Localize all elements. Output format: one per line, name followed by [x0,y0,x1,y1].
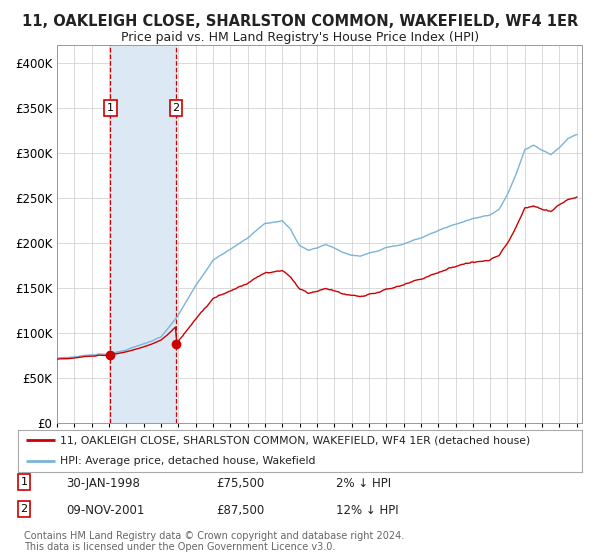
Text: £75,500: £75,500 [216,477,264,490]
Text: 2: 2 [172,103,179,113]
Text: 30-JAN-1998: 30-JAN-1998 [66,477,140,490]
Text: 11, OAKLEIGH CLOSE, SHARLSTON COMMON, WAKEFIELD, WF4 1ER: 11, OAKLEIGH CLOSE, SHARLSTON COMMON, WA… [22,14,578,29]
Text: 2% ↓ HPI: 2% ↓ HPI [336,477,391,490]
Text: 2: 2 [20,504,28,514]
Text: 1: 1 [20,477,28,487]
Text: 11, OAKLEIGH CLOSE, SHARLSTON COMMON, WAKEFIELD, WF4 1ER (detached house): 11, OAKLEIGH CLOSE, SHARLSTON COMMON, WA… [60,436,530,445]
Text: £87,500: £87,500 [216,504,264,517]
Text: 1: 1 [107,103,114,113]
Bar [110,45,176,423]
Text: Contains HM Land Registry data © Crown copyright and database right 2024.
This d: Contains HM Land Registry data © Crown c… [24,531,404,553]
Text: 12% ↓ HPI: 12% ↓ HPI [336,504,398,517]
Text: Price paid vs. HM Land Registry's House Price Index (HPI): Price paid vs. HM Land Registry's House … [121,31,479,44]
Text: 09-NOV-2001: 09-NOV-2001 [66,504,145,517]
Text: HPI: Average price, detached house, Wakefield: HPI: Average price, detached house, Wake… [60,456,316,465]
